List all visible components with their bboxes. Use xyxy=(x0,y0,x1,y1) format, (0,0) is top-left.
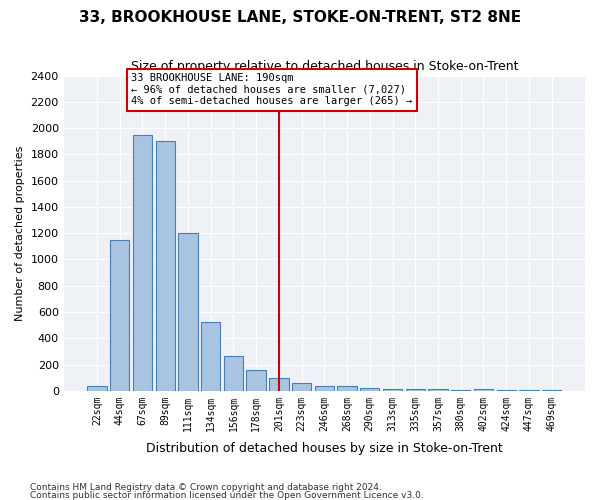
Text: Contains public sector information licensed under the Open Government Licence v3: Contains public sector information licen… xyxy=(30,490,424,500)
Bar xyxy=(542,390,562,391)
Bar xyxy=(337,386,357,391)
Bar xyxy=(314,386,334,391)
Bar xyxy=(201,322,220,391)
Bar xyxy=(155,141,175,391)
Bar xyxy=(383,390,402,391)
Text: 33 BROOKHOUSE LANE: 190sqm
← 96% of detached houses are smaller (7,027)
4% of se: 33 BROOKHOUSE LANE: 190sqm ← 96% of deta… xyxy=(131,74,412,106)
Bar xyxy=(110,240,130,391)
Bar xyxy=(224,356,243,391)
Bar xyxy=(428,390,448,391)
Text: 33, BROOKHOUSE LANE, STOKE-ON-TRENT, ST2 8NE: 33, BROOKHOUSE LANE, STOKE-ON-TRENT, ST2… xyxy=(79,10,521,25)
X-axis label: Distribution of detached houses by size in Stoke-on-Trent: Distribution of detached houses by size … xyxy=(146,442,503,455)
Y-axis label: Number of detached properties: Number of detached properties xyxy=(15,146,25,321)
Bar xyxy=(269,378,289,391)
Bar xyxy=(133,134,152,391)
Bar xyxy=(451,390,470,391)
Bar xyxy=(406,389,425,391)
Bar xyxy=(474,390,493,391)
Bar xyxy=(292,383,311,391)
Bar xyxy=(497,390,516,391)
Bar xyxy=(88,386,107,391)
Bar xyxy=(360,388,379,391)
Bar xyxy=(247,370,266,391)
Bar xyxy=(178,233,197,391)
Title: Size of property relative to detached houses in Stoke-on-Trent: Size of property relative to detached ho… xyxy=(131,60,518,73)
Text: Contains HM Land Registry data © Crown copyright and database right 2024.: Contains HM Land Registry data © Crown c… xyxy=(30,483,382,492)
